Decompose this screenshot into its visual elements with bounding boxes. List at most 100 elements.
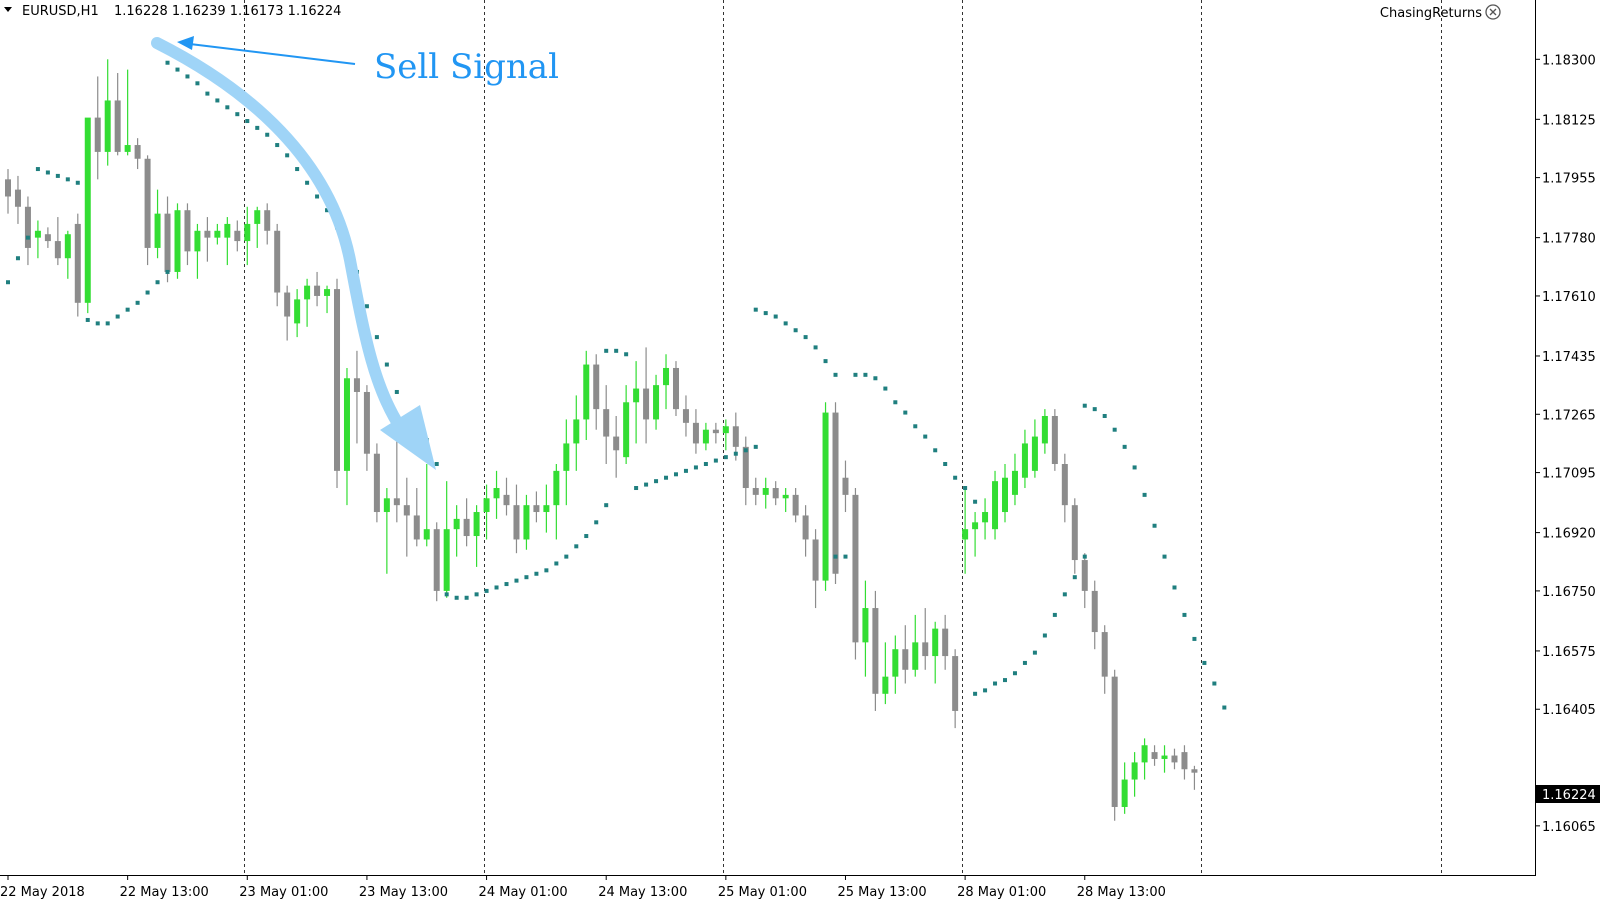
candle-body: [204, 230, 211, 238]
candle-body: [1111, 676, 1118, 807]
candle-78: [782, 488, 789, 513]
sar-dot-124: [1182, 612, 1187, 617]
price-tick-label-13: 1.16065: [1542, 820, 1596, 835]
candle-body: [583, 364, 590, 420]
sar-dot-63: [614, 348, 619, 353]
candle-body: [124, 145, 131, 152]
candle-53: [533, 491, 540, 523]
candle-84: [842, 460, 849, 513]
candle-87: [872, 590, 879, 711]
candle-101: [1011, 453, 1018, 506]
sar-dot-20: [195, 81, 200, 86]
price-tick-label-1: 1.18125: [1542, 113, 1596, 128]
sar-dot-29: [285, 153, 290, 158]
candle-19: [194, 223, 201, 279]
candle-body: [942, 628, 949, 657]
sar-dot-64: [624, 352, 629, 357]
sar-dot-46: [454, 595, 459, 600]
sar-dot-74: [723, 455, 728, 460]
sar-dot-81: [783, 321, 788, 326]
candle-104: [1041, 409, 1048, 454]
candle-79: [792, 488, 799, 523]
sar-dot-31: [305, 180, 310, 185]
sar-dot-98: [943, 462, 948, 467]
sar-dot-101: [973, 499, 978, 504]
candle-body: [952, 656, 959, 711]
candle-96: [962, 488, 969, 574]
sar-dot-48: [474, 592, 479, 597]
price-tick-label-9: 1.16750: [1542, 585, 1596, 600]
candle-body: [274, 230, 281, 293]
sar-dot-25: [245, 119, 250, 124]
candle-93: [932, 621, 939, 684]
sar-dot-92: [883, 386, 888, 391]
close-icon[interactable]: [1485, 4, 1501, 20]
candle-48: [483, 484, 490, 540]
candle-body: [962, 529, 969, 540]
candle-body: [932, 628, 939, 657]
sar-dot-50: [494, 585, 499, 590]
time-tick-label-8: 28 May 01:00: [957, 885, 1046, 900]
sar-dot-58: [574, 544, 579, 549]
sar-dot-105: [1003, 678, 1007, 683]
candle-body: [1151, 752, 1158, 759]
candle-body: [144, 158, 151, 248]
candle-29: [294, 289, 301, 338]
candle-body: [1002, 477, 1008, 513]
candle-body: [563, 443, 570, 471]
sar-dot-8: [85, 317, 90, 322]
current-price-marker: 1.16224: [1536, 785, 1600, 803]
sar-dot-94: [903, 410, 908, 415]
candle-22: [224, 217, 231, 266]
candle-26: [264, 203, 271, 245]
sar-dot-122: [1162, 554, 1167, 559]
candle-body: [593, 364, 600, 410]
sar-dot-19: [185, 74, 190, 79]
candle-body: [1121, 779, 1128, 807]
sar-dot-106: [1012, 671, 1017, 676]
candle-106: [1061, 453, 1068, 523]
sell-signal-pointer: [177, 36, 356, 65]
candle-body: [633, 388, 640, 403]
candle-body: [34, 230, 41, 238]
candle-114: [1141, 738, 1148, 780]
candle-90: [902, 625, 909, 684]
candle-body: [314, 285, 321, 296]
time-tick-label-3: 23 May 13:00: [359, 885, 448, 900]
candle-body: [832, 412, 839, 574]
sar-dot-5: [55, 173, 60, 178]
candle-33: [334, 278, 341, 489]
candle-body: [1171, 755, 1178, 763]
candle-58: [583, 350, 590, 440]
candle-12: [124, 69, 131, 156]
candle-17: [174, 203, 181, 279]
candle-83: [832, 402, 839, 585]
time-axis[interactable]: 22 May 2018 22 May 13:00 23 May 01:00 23 Ma…: [0, 875, 1166, 900]
candle-body: [912, 642, 919, 670]
sar-dot-60: [594, 520, 599, 525]
candlestick-series: [5, 59, 1198, 821]
candle-body: [862, 608, 869, 643]
candle-28: [284, 285, 291, 341]
sar-dot-118: [1122, 444, 1127, 449]
sar-dot-30: [295, 167, 300, 172]
price-axis[interactable]: 1.18300 1.18125 1.17955 1.17780 1.17610 1.174…: [1536, 53, 1596, 835]
sar-dot-108: [1032, 650, 1037, 655]
sar-dot-65: [634, 486, 639, 491]
candle-36: [363, 385, 370, 471]
sar-dot-99: [953, 475, 958, 480]
candle-50: [503, 477, 510, 516]
sar-dot-117: [1112, 427, 1117, 432]
candle-body: [214, 230, 221, 238]
candle-92: [922, 608, 929, 670]
candle-body: [64, 234, 71, 259]
candle-2: [24, 196, 31, 266]
candle-body: [5, 179, 11, 197]
candle-95: [952, 649, 959, 729]
symbol-dropdown-icon[interactable]: [4, 7, 12, 12]
sar-dot-119: [1132, 465, 1137, 470]
sar-dot-3: [35, 167, 40, 172]
sar-dot-12: [125, 307, 130, 312]
candle-24: [244, 206, 251, 266]
